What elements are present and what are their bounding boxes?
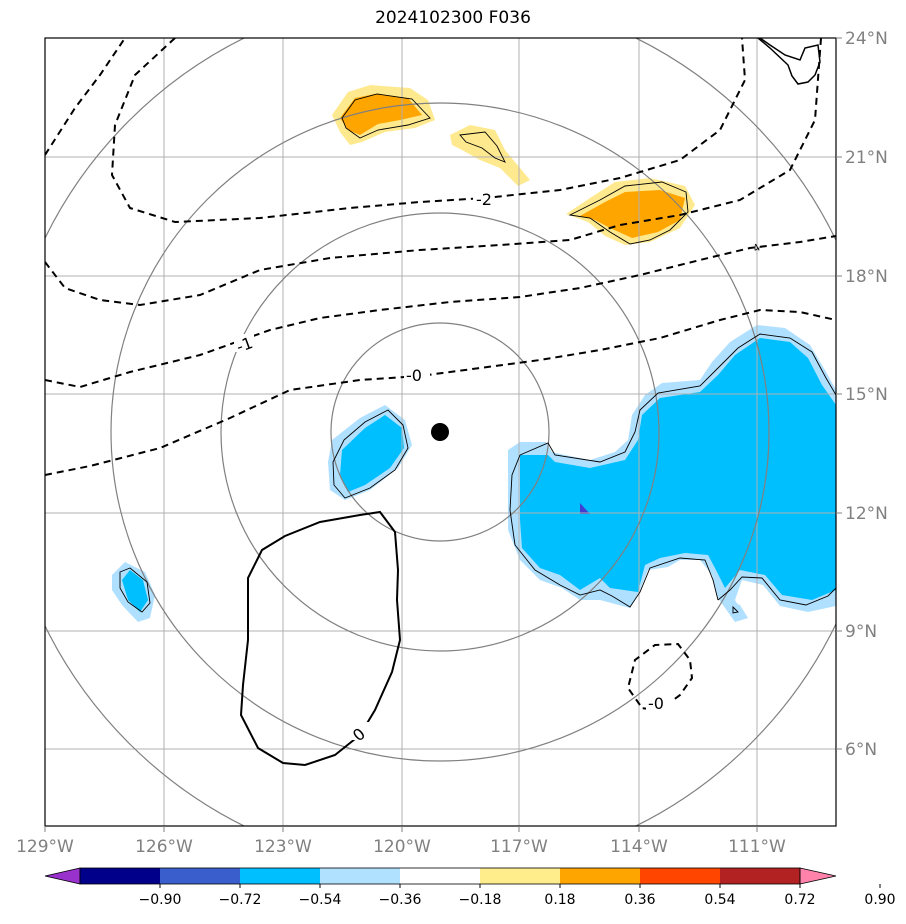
colorbar: −0.90 −0.72 −0.54 −0.36 −0.18 0.18 0.36 0.54 0.7… bbox=[44, 867, 896, 908]
lon-label: 114°W bbox=[610, 837, 668, 857]
lat-label: 24°N bbox=[845, 29, 888, 49]
colorbar-swatch bbox=[720, 868, 800, 884]
colorbar-label: 0.72 bbox=[784, 892, 815, 908]
negative-anomaly-shading-indigo bbox=[580, 503, 590, 514]
contour-label: -0 bbox=[648, 694, 664, 713]
colorbar-label: −0.54 bbox=[299, 892, 342, 908]
west-blue-blob bbox=[122, 570, 148, 612]
colorbar-label: 0.18 bbox=[544, 892, 575, 908]
colorbar-extension-high bbox=[799, 867, 837, 885]
colorbar-swatch bbox=[320, 868, 400, 884]
colorbar-label: −0.36 bbox=[379, 892, 422, 908]
shading-layer bbox=[112, 85, 836, 622]
colorbar-swatch bbox=[480, 868, 560, 884]
colorbar-extension-low bbox=[44, 867, 81, 885]
lat-label: 15°N bbox=[845, 385, 888, 405]
range-ring-1 bbox=[330, 322, 550, 542]
colorbar-label: −0.18 bbox=[459, 892, 502, 908]
colorbar-label: 0.90 bbox=[864, 892, 895, 908]
storm-center-marker bbox=[431, 423, 449, 441]
contour-label: -0 bbox=[406, 366, 422, 385]
tick-marks bbox=[44, 37, 842, 832]
colorbar-swatch bbox=[240, 868, 320, 884]
coastline bbox=[757, 38, 821, 85]
colorbar-frame bbox=[79, 867, 801, 885]
colorbar-swatch bbox=[560, 868, 640, 884]
contour-label: 4 bbox=[752, 242, 763, 255]
lon-label: 126°W bbox=[135, 837, 193, 857]
lon-label: 117°W bbox=[490, 837, 548, 857]
lon-label: 111°W bbox=[728, 837, 786, 857]
colorbar-swatch bbox=[80, 868, 160, 884]
colorbar-swatch bbox=[640, 868, 720, 884]
colorbar-label: 0.36 bbox=[624, 892, 655, 908]
range-ring-2 bbox=[220, 212, 660, 652]
plot-frame bbox=[44, 37, 837, 827]
lat-label: 9°N bbox=[845, 622, 877, 642]
latitude-labels: 24°N 21°N 18°N 15°N 12°N 9°N 6°N bbox=[845, 29, 888, 760]
lon-label: 120°W bbox=[373, 837, 431, 857]
lon-label: 129°W bbox=[16, 837, 74, 857]
lon-label: 123°W bbox=[254, 837, 312, 857]
colorbar-label: 0.54 bbox=[704, 892, 735, 908]
lat-label: 12°N bbox=[845, 504, 888, 524]
center-blue-blob bbox=[340, 415, 404, 492]
north-orange-blob-3 bbox=[580, 190, 685, 238]
lat-label: 18°N bbox=[845, 267, 888, 287]
colorbar-swatch bbox=[400, 868, 480, 884]
contour-label: -2 bbox=[476, 190, 492, 209]
colorbar-label: −0.72 bbox=[219, 892, 262, 908]
shading-outlines bbox=[119, 93, 836, 614]
range-ring-3 bbox=[110, 102, 770, 762]
contour-label: -1 bbox=[234, 333, 255, 356]
range-rings bbox=[45, 38, 836, 826]
southeast-blue-speck bbox=[720, 596, 748, 622]
longitude-labels: 129°W 126°W 123°W 120°W 117°W 114°W 111°… bbox=[16, 837, 786, 857]
colorbar-swatch bbox=[160, 868, 240, 884]
chart-title: 2024102300 F036 bbox=[375, 8, 531, 28]
lat-label: 21°N bbox=[845, 148, 888, 168]
solid-zero-contour bbox=[239, 510, 402, 767]
lat-label: 6°N bbox=[845, 740, 877, 760]
colorbar-label: −0.90 bbox=[139, 892, 182, 908]
north-yellow-blob-2 bbox=[450, 125, 530, 186]
contour-label-group: -2 -1 -0 0 -0 4 bbox=[234, 190, 763, 745]
